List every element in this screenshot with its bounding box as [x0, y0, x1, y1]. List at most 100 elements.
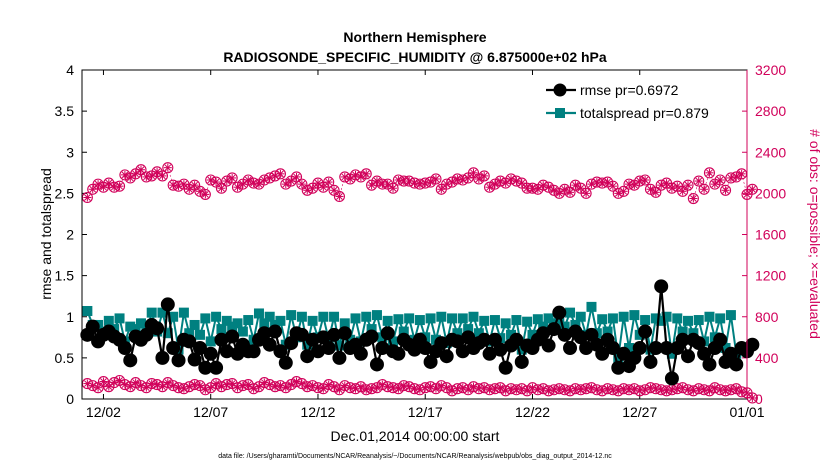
rmse-point: [337, 326, 352, 341]
obs-high-point: [156, 170, 168, 182]
rmse-point: [546, 322, 561, 337]
y-tick-label-right: 400: [755, 350, 779, 366]
x-tick-label: 12/27: [622, 404, 657, 420]
obs-high-point: [746, 183, 758, 195]
rmse-point: [321, 341, 336, 356]
totalspread-point: [135, 318, 146, 329]
totalspread-point: [286, 310, 297, 321]
totalspread-point: [296, 311, 307, 322]
totalspread-point: [693, 315, 704, 326]
obs-high-point: [430, 173, 442, 185]
rmse-point: [729, 357, 744, 372]
rmse-point: [160, 297, 175, 312]
y-tick-label-left: 3: [66, 144, 74, 160]
obs-high-point: [607, 180, 619, 192]
obs-high-point: [478, 170, 490, 182]
obs-high-point: [719, 184, 732, 196]
x-tick-label: 12/22: [515, 404, 550, 420]
rmse-point: [745, 337, 760, 352]
rmse-point: [605, 341, 620, 356]
rmse-point: [155, 350, 170, 365]
y-axis-label-right: # of obs: o=possible; ×=evaluated: [807, 129, 823, 339]
rmse-point: [632, 341, 647, 356]
obs-low-point: [124, 381, 136, 393]
x-axis-label: Dec.01,2014 00:00:00 start: [331, 428, 500, 444]
totalspread-point: [479, 315, 490, 326]
obs-high-point: [113, 180, 126, 192]
totalspread-point: [350, 313, 361, 324]
obs-high-point: [103, 177, 115, 189]
obs-low-point: [140, 382, 152, 394]
y-tick-label-right: 800: [755, 309, 779, 325]
rmse-point: [225, 329, 240, 344]
totalspread-point: [640, 315, 651, 326]
totalspread-point: [114, 313, 125, 324]
obs-high-point: [639, 174, 651, 186]
y-tick-label-right: 2000: [755, 185, 786, 201]
y-tick-label-right: 2800: [755, 103, 786, 119]
totalspread-point: [725, 310, 736, 321]
rmse-point: [380, 326, 395, 341]
y-tick-label-left: 3.5: [55, 103, 75, 119]
totalspread-point: [661, 311, 672, 322]
obs-high-point: [628, 179, 640, 191]
totalspread-point: [382, 315, 393, 326]
rmse-point: [203, 346, 218, 361]
obs-high-point: [189, 179, 201, 191]
rmse-point: [563, 341, 578, 356]
totalspread-point: [715, 313, 726, 324]
rmse-point: [171, 353, 186, 368]
obs-high-point: [135, 164, 147, 176]
y-tick-label-left: 0: [66, 391, 74, 407]
totalspread-point: [565, 307, 576, 318]
totalspread-point: [404, 313, 415, 324]
obs-high-point: [687, 192, 699, 205]
totalspread-point: [436, 311, 447, 322]
obs-high-point: [360, 168, 372, 180]
totalspread-point: [205, 336, 216, 347]
y-tick-label-left: 2: [66, 227, 74, 243]
totalspread-point: [329, 311, 340, 322]
obs-high-point: [333, 190, 345, 203]
rmse-point: [514, 354, 529, 369]
obs-high-point: [736, 168, 748, 180]
obs-high-point: [677, 185, 689, 197]
obs-low-point: [746, 392, 758, 404]
y-tick-label-right: 0: [755, 391, 763, 407]
y-tick-label-right: 2400: [755, 144, 786, 160]
rmse-point: [498, 360, 513, 375]
totalspread-point: [468, 311, 479, 322]
totalspread-point: [586, 301, 597, 312]
totalspread-point: [672, 313, 683, 324]
y-tick-label-left: 1.5: [55, 268, 75, 284]
totalspread-point: [146, 307, 157, 318]
rmse-point: [332, 350, 347, 365]
obs-high-point: [328, 184, 340, 196]
totalspread-point: [457, 313, 468, 324]
x-tick-label: 01/01: [729, 404, 764, 420]
x-tick-label: 12/02: [86, 404, 121, 420]
totalspread-point: [447, 313, 458, 324]
totalspread-point: [371, 310, 382, 321]
totalspread-point: [500, 318, 511, 329]
totalspread-point: [275, 315, 286, 326]
rmse-point: [246, 344, 261, 359]
rmse-point: [278, 355, 293, 370]
obs-high-point: [274, 168, 286, 180]
obs-high-point: [564, 186, 576, 198]
totalspread-point: [189, 319, 200, 330]
obs-high-point: [226, 172, 238, 184]
obs-high-point: [323, 176, 335, 188]
x-tick-label: 12/07: [193, 404, 228, 420]
obs-high-point: [215, 182, 227, 194]
totalspread-point: [629, 310, 640, 321]
totalspread-point: [532, 314, 543, 325]
legend-marker-circle: [553, 83, 567, 97]
totalspread-point: [221, 315, 232, 326]
totalspread-point: [511, 315, 522, 326]
rmse-point: [123, 353, 138, 368]
totalspread-point: [264, 311, 275, 322]
obs-high-point: [682, 179, 694, 191]
y-axis-label-left: rmse and totalspread: [38, 168, 54, 300]
obs-high-point: [290, 171, 303, 183]
